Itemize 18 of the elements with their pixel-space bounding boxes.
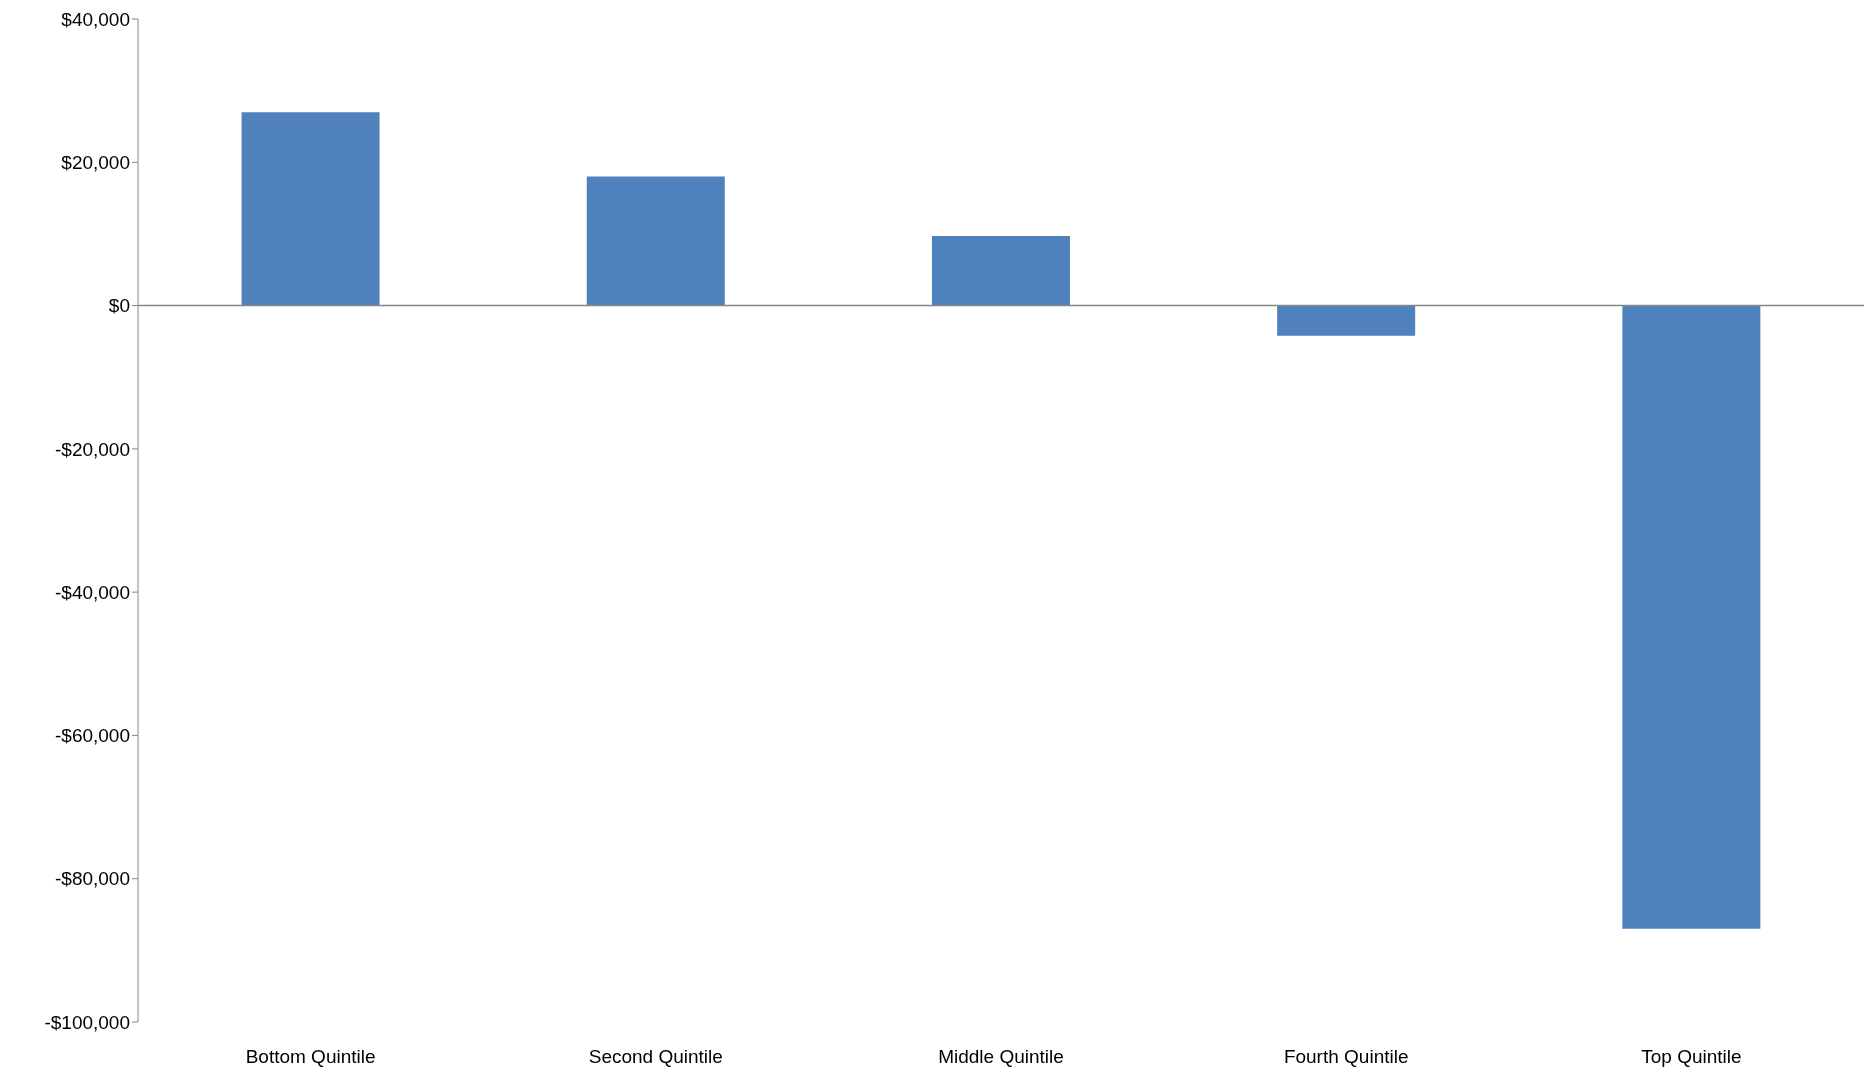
x-tick-label: Top Quintile [1641,1046,1742,1068]
y-tick-label: $40,000 [61,8,130,30]
y-tick-label: -$60,000 [54,725,130,747]
y-tick-label: -$20,000 [54,438,130,460]
y-tick-label: -$80,000 [54,868,130,890]
x-tick-label: Second Quintile [588,1046,723,1068]
bar [1277,305,1416,336]
y-tick-label: -$100,000 [44,1011,130,1033]
y-tick-label: $0 [108,295,130,317]
x-tick-label: Bottom Quintile [245,1046,376,1068]
bar [241,112,380,306]
y-tick-label: $20,000 [61,152,130,174]
y-tick-label: -$40,000 [54,581,130,603]
bar [1622,305,1761,929]
x-tick-label: Middle Quintile [938,1046,1064,1068]
bar [586,176,725,306]
x-tick-label: Fourth Quintile [1283,1046,1409,1068]
bar [931,236,1070,306]
